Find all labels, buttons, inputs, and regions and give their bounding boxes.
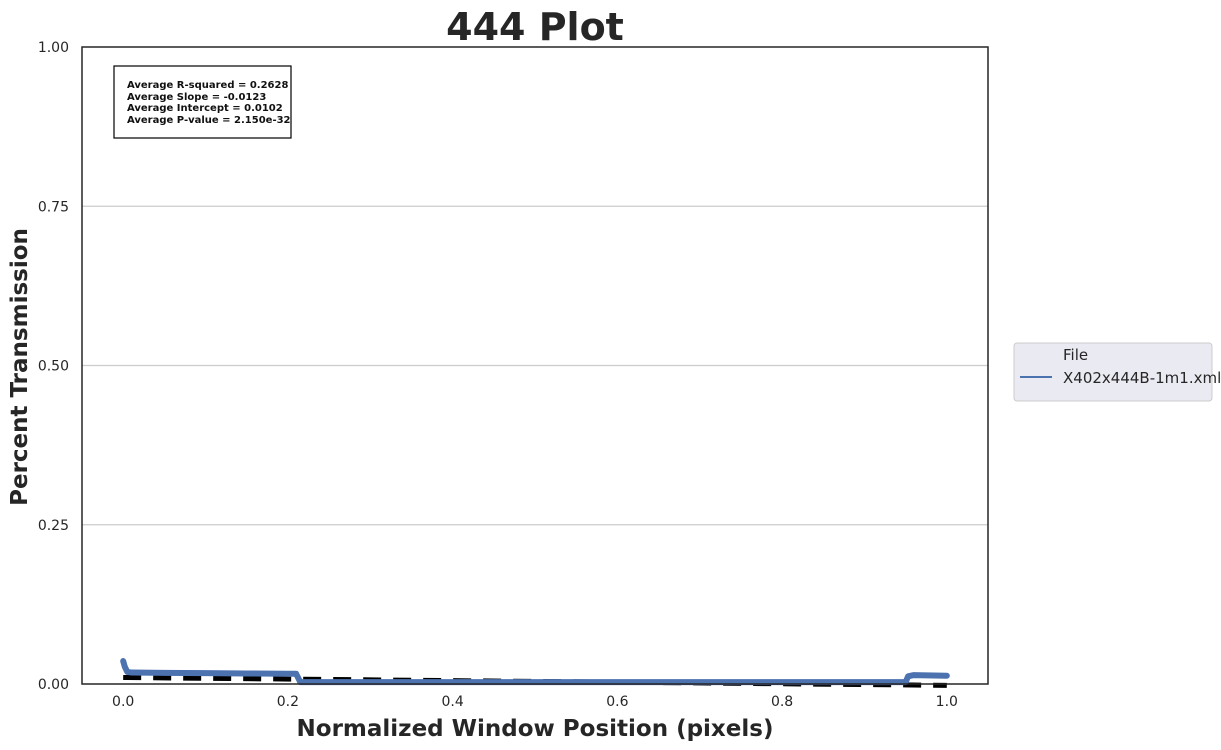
series-group [120, 658, 950, 686]
x-tick-label: 0.4 [442, 694, 464, 710]
y-tick-label: 0.75 [38, 199, 69, 215]
y-ticks: 0.00 0.25 0.50 0.75 1.00 [38, 40, 69, 693]
x-ticks: 0.0 0.2 0.4 0.6 0.8 1.0 [112, 694, 958, 710]
plot-frame [81, 46, 989, 685]
y-tick-label: 1.00 [38, 40, 69, 56]
legend-title: File [1063, 346, 1088, 364]
x-tick-label: 0.8 [771, 694, 793, 710]
legend-entry: X402x444B-1m1.xml [1063, 369, 1221, 387]
stats-r-squared: Average R-squared = 0.2628 [127, 80, 288, 91]
x-axis-label: Normalized Window Position (pixels) [297, 716, 774, 742]
y-tick-label: 0.50 [38, 359, 69, 375]
chart-title: 444 Plot [446, 5, 624, 49]
stats-slope: Average Slope = -0.0123 [127, 92, 266, 103]
legend-box [1013, 342, 1213, 402]
x-tick-label: 1.0 [936, 694, 958, 710]
stats-intercept: Average Intercept = 0.0102 [127, 103, 283, 114]
y-tick-label: 0.00 [38, 677, 69, 693]
fit-line-group [123, 675, 947, 688]
x-tick-label: 0.6 [606, 694, 628, 710]
y-axis-label: Percent Transmission [7, 228, 33, 506]
stats-p-value: Average P-value = 2.150e-32 [127, 115, 291, 126]
fit-line [123, 675, 947, 688]
legend: File X402x444B-1m1.xml [1013, 342, 1221, 402]
x-tick-label: 0.0 [112, 694, 134, 710]
y-tick-label: 0.25 [38, 518, 69, 534]
grid-lines [82, 205, 988, 526]
x-tick-label: 0.2 [277, 694, 299, 710]
series-line [120, 658, 950, 686]
stats-box: Average R-squared = 0.2628 Average Slope… [113, 65, 292, 139]
stats-box-frame [113, 65, 292, 139]
